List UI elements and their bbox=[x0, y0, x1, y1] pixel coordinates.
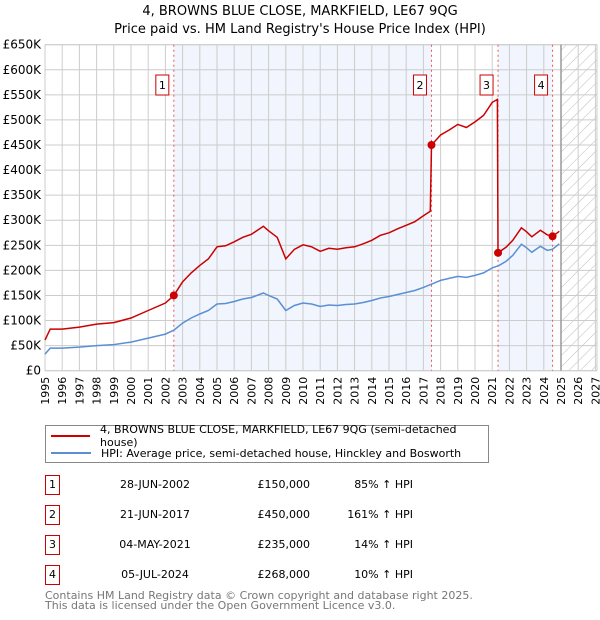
y-tick-label: £300K bbox=[3, 213, 43, 227]
x-tick-label: 1996 bbox=[56, 377, 69, 405]
legend-item-hpi: HPI: Average price, semi-detached house,… bbox=[46, 445, 461, 461]
x-tick-label: 2016 bbox=[400, 377, 413, 405]
y-tick-label: £500K bbox=[3, 113, 43, 127]
x-tick-label: 2019 bbox=[452, 377, 465, 405]
y-tick-label: £550K bbox=[3, 88, 43, 102]
transaction-date: 21-JUN-2017 bbox=[119, 508, 191, 521]
x-tick-label: 1995 bbox=[39, 377, 52, 405]
legend-label: 4, BROWNS BLUE CLOSE, MARKFIELD, LE67 9Q… bbox=[100, 423, 457, 449]
transaction-row: 2 21-JUN-2017 £450,000 161% ↑ HPI bbox=[45, 505, 445, 525]
x-tick-label: 1998 bbox=[91, 377, 104, 405]
x-tick-label: 2025 bbox=[555, 377, 568, 405]
x-tick-label: 2012 bbox=[331, 377, 344, 405]
transaction-price: £235,000 bbox=[257, 538, 311, 551]
transaction-row: 1 28-JUN-2002 £150,000 85% ↑ HPI bbox=[45, 475, 445, 495]
forecast-hatch bbox=[561, 44, 597, 371]
x-tick-label: 2021 bbox=[486, 377, 499, 405]
y-tick-label: £50K bbox=[10, 339, 42, 353]
transaction-price: £450,000 bbox=[257, 508, 311, 521]
x-tick-label: 2027 bbox=[589, 377, 600, 405]
sale-label-box bbox=[534, 74, 549, 96]
sale-point bbox=[548, 232, 557, 241]
y-tick-label: £0 bbox=[26, 364, 41, 378]
sale-label-box bbox=[155, 74, 170, 96]
sale-label: 4 bbox=[538, 79, 545, 92]
y-tick-label: £400K bbox=[3, 163, 43, 177]
transaction-price: £268,000 bbox=[257, 568, 311, 581]
sale-point bbox=[169, 291, 178, 300]
x-tick-label: 2008 bbox=[263, 377, 276, 405]
x-tick-label: 2001 bbox=[142, 377, 155, 405]
transaction-row: 3 04-MAY-2021 £235,000 14% ↑ HPI bbox=[45, 535, 445, 555]
footer-copyright: Contains HM Land Registry data © Crown c… bbox=[45, 589, 473, 602]
x-tick-label: 2014 bbox=[366, 377, 379, 405]
y-tick-label: £200K bbox=[3, 263, 43, 277]
plot-border bbox=[44, 44, 598, 372]
sale-label-box bbox=[412, 74, 427, 96]
x-tick-label: 2006 bbox=[228, 377, 241, 405]
chart-svg: 1995 1996 1997 1998 1999 2000 2001 2002 2003 2004… bbox=[3, 38, 600, 405]
x-tick-label: 2010 bbox=[297, 377, 310, 405]
x-tick-label: 1997 bbox=[73, 377, 86, 405]
x-tick-label: 2004 bbox=[194, 377, 207, 405]
y-tick-label: £250K bbox=[3, 238, 43, 252]
x-tick-label: 2018 bbox=[435, 377, 448, 405]
transaction-price: £150,000 bbox=[257, 478, 311, 491]
transaction-hpi-change: 10% ↑ HPI bbox=[354, 568, 413, 581]
sale-label-box bbox=[479, 74, 494, 96]
y-tick-label: £600K bbox=[3, 63, 43, 77]
x-tick-label: 2007 bbox=[245, 377, 258, 405]
transaction-number-badge: 3 bbox=[45, 535, 60, 555]
legend-swatch-red bbox=[51, 435, 91, 437]
x-tick-label: 2023 bbox=[521, 377, 534, 405]
hpi-line bbox=[44, 243, 560, 355]
x-tick-label: 2009 bbox=[280, 377, 293, 405]
legend: 4, BROWNS BLUE CLOSE, MARKFIELD, LE67 9Q… bbox=[45, 423, 489, 463]
transaction-number-badge: 2 bbox=[45, 505, 60, 525]
y-tick-label: £150K bbox=[3, 288, 43, 302]
legend-item-property: 4, BROWNS BLUE CLOSE, MARKFIELD, LE67 9Q… bbox=[46, 423, 488, 449]
transaction-date: 28-JUN-2002 bbox=[119, 478, 191, 491]
y-tick-label: £350K bbox=[3, 188, 43, 202]
sale-point bbox=[494, 248, 503, 257]
transaction-date: 05-JUL-2024 bbox=[121, 568, 189, 581]
sale-point bbox=[427, 141, 436, 150]
x-tick-label: 2005 bbox=[211, 377, 224, 405]
transaction-number-badge: 1 bbox=[45, 475, 60, 495]
sale-label: 3 bbox=[483, 79, 490, 92]
x-tick-label: 2000 bbox=[125, 377, 138, 405]
transaction-hpi-change: 85% ↑ HPI bbox=[354, 478, 413, 491]
y-tick-label: £650K bbox=[3, 38, 43, 52]
property-price-line bbox=[44, 98, 560, 341]
transaction-row: 4 05-JUL-2024 £268,000 10% ↑ HPI bbox=[45, 565, 445, 585]
transaction-hpi-change: 14% ↑ HPI bbox=[354, 538, 413, 551]
chart-subtitle: Price paid vs. HM Land Registry's House … bbox=[114, 22, 486, 37]
transaction-hpi-change: 161% ↑ HPI bbox=[347, 508, 413, 521]
x-tick-label: 2017 bbox=[417, 377, 430, 405]
y-tick-label: £100K bbox=[3, 314, 43, 328]
x-tick-label: 2015 bbox=[383, 377, 396, 405]
chart-title: 4, BROWNS BLUE CLOSE, MARKFIELD, LE67 9Q… bbox=[142, 4, 458, 19]
transaction-number-badge: 4 bbox=[45, 565, 60, 585]
legend-swatch-blue bbox=[51, 452, 91, 454]
footer-licence: This data is licensed under the Open Gov… bbox=[45, 599, 396, 612]
sale-label: 1 bbox=[159, 79, 166, 92]
transaction-date: 04-MAY-2021 bbox=[119, 538, 191, 551]
legend-label: HPI: Average price, semi-detached house,… bbox=[101, 446, 462, 460]
x-tick-label: 2011 bbox=[314, 377, 327, 405]
x-tick-label: 2024 bbox=[538, 377, 551, 405]
x-tick-label: 1999 bbox=[108, 377, 121, 405]
x-tick-label: 2013 bbox=[349, 377, 362, 405]
y-tick-label: £450K bbox=[3, 138, 43, 152]
sale-label: 2 bbox=[416, 79, 423, 92]
x-tick-label: 2003 bbox=[177, 377, 190, 405]
x-tick-label: 2002 bbox=[159, 377, 172, 405]
x-tick-label: 2026 bbox=[572, 377, 585, 405]
x-tick-label: 2020 bbox=[469, 377, 482, 405]
x-tick-label: 2022 bbox=[503, 377, 516, 405]
